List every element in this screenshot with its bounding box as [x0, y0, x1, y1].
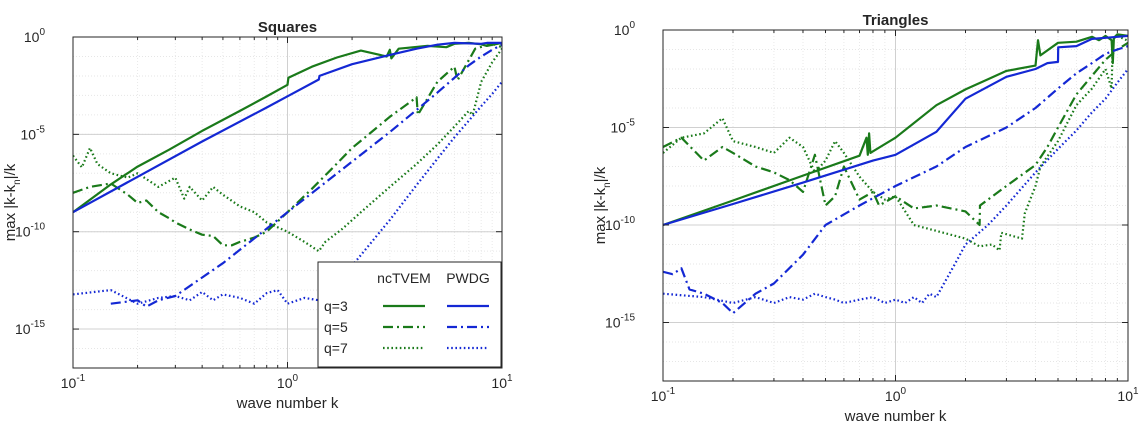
x-tick-label: 101	[1117, 386, 1139, 404]
y-tick-label: 10-5	[21, 124, 46, 142]
series-nctvem-q7	[73, 48, 502, 253]
chart-1: 10-1 100 101 10-15 10-10 10-5 100 Triangles wave…	[592, 12, 1139, 425]
chart-title: Triangles	[863, 12, 929, 29]
series-pwdg-q3	[663, 34, 1128, 227]
legend: ncTVEM PWDG q=3 q=5 q=7	[317, 261, 502, 368]
x-tick-label: 10-1	[651, 386, 676, 404]
series-nctvem-q7	[663, 34, 1128, 252]
legend-row-label: q=7	[324, 340, 348, 356]
legend-box	[317, 261, 502, 368]
y-axis-label: max |k-kn|/k	[592, 166, 613, 244]
y-tick-label: 100	[24, 27, 46, 45]
x-tick-label: 101	[491, 373, 513, 391]
y-tick-label: 10-15	[605, 313, 635, 331]
y-tick-label: 10-15	[15, 319, 45, 337]
y-axis-label: max |k-kn|/k	[2, 163, 23, 241]
legend-row-label: q=5	[324, 319, 348, 335]
x-tick-label: 100	[885, 386, 907, 404]
y-tick-label: 10-5	[611, 118, 636, 136]
series-group	[73, 41, 502, 308]
y-tick-label: 10-10	[605, 215, 635, 233]
x-axis-label: wave number k	[844, 408, 947, 425]
series-pwdg-q7	[73, 81, 502, 305]
y-tick-label: 100	[614, 20, 636, 38]
x-axis-label: wave number k	[236, 395, 339, 412]
chart-0: 10-1 100 101 10-15 10-10 10-5 100 Squares wave n…	[2, 19, 513, 412]
legend-row-label: q=3	[324, 298, 348, 314]
series-pwdg-q5	[110, 43, 502, 308]
series-pwdg-q3	[73, 41, 502, 214]
y-tick-label: 10-10	[15, 222, 45, 240]
x-tick-label: 100	[277, 373, 299, 391]
x-tick-label: 10-1	[61, 373, 86, 391]
series-nctvem-q5	[663, 41, 1128, 227]
series-nctvem-q3	[663, 33, 1128, 227]
series-pwdg-q5	[663, 45, 1128, 315]
series-group	[663, 33, 1128, 315]
legend-column-header: PWDG	[446, 270, 490, 286]
legend-column-header: ncTVEM	[377, 270, 431, 286]
chart-title: Squares	[258, 19, 317, 36]
